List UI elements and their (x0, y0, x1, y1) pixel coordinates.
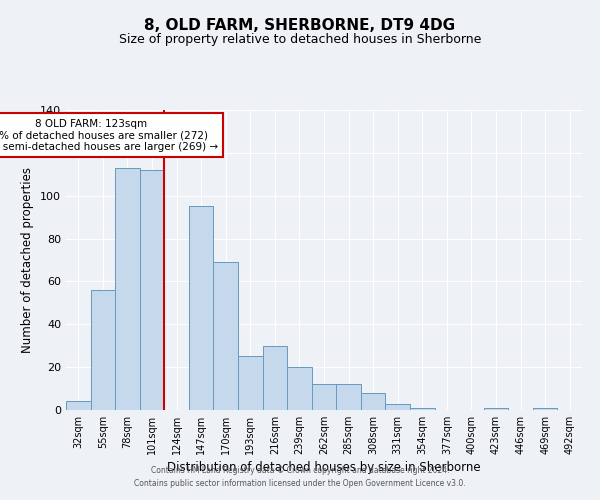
Y-axis label: Number of detached properties: Number of detached properties (22, 167, 34, 353)
Bar (336, 384, 361, 410)
Bar (214, 262, 238, 410)
Text: Size of property relative to detached houses in Sherborne: Size of property relative to detached ho… (119, 32, 481, 46)
Bar (287, 367, 312, 410)
Bar (238, 356, 263, 410)
Text: Contains HM Land Registry data © Crown copyright and database right 2024.
Contai: Contains HM Land Registry data © Crown c… (134, 466, 466, 487)
X-axis label: Distribution of detached houses by size in Sherborne: Distribution of detached houses by size … (167, 461, 481, 474)
Bar (533, 408, 557, 410)
Text: 8, OLD FARM, SHERBORNE, DT9 4DG: 8, OLD FARM, SHERBORNE, DT9 4DG (145, 18, 455, 32)
Bar (361, 393, 385, 410)
Bar (91, 290, 115, 410)
Text: 8 OLD FARM: 123sqm
← 50% of detached houses are smaller (272)
49% of semi-detach: 8 OLD FARM: 123sqm ← 50% of detached hou… (0, 118, 218, 152)
Bar (385, 404, 410, 410)
Bar (140, 170, 164, 410)
Bar (66, 402, 91, 410)
Bar (115, 168, 140, 410)
Bar (484, 408, 508, 410)
Bar (410, 408, 434, 410)
Bar (263, 346, 287, 410)
Bar (312, 384, 336, 410)
Bar (189, 206, 214, 410)
